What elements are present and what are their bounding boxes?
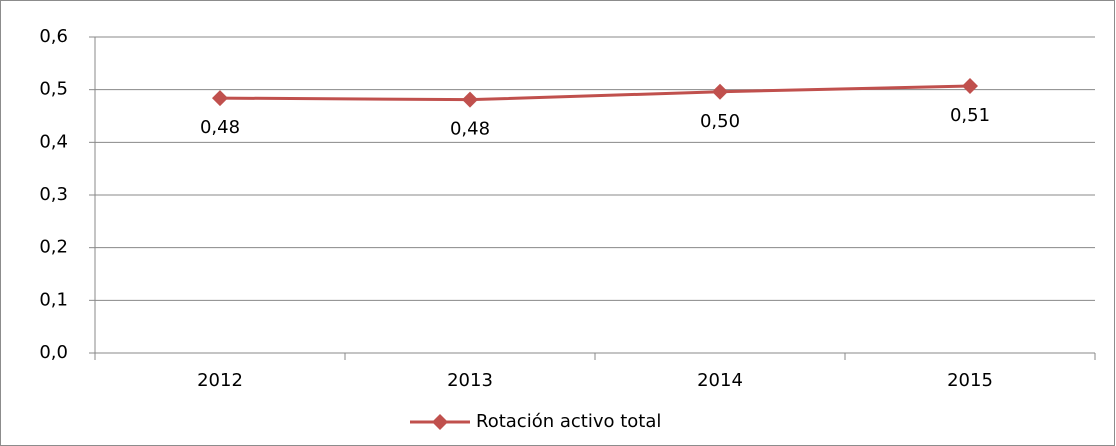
x-tick-label: 2015: [947, 370, 993, 391]
y-tick-label: 0,6: [39, 26, 68, 47]
data-label: 0,51: [950, 105, 990, 126]
x-tick-label: 2014: [697, 370, 743, 391]
y-tick-label: 0,1: [39, 289, 68, 310]
series-line: [219, 84, 971, 102]
legend-marker: [432, 414, 448, 430]
marker: [212, 90, 228, 107]
data-label: 0,50: [700, 111, 740, 132]
x-tick-label: 2012: [197, 370, 243, 391]
marker: [462, 91, 478, 108]
data-label: 0,48: [200, 117, 240, 138]
legend-label: Rotación activo total: [476, 411, 661, 432]
x-tick-label: 2013: [447, 370, 493, 391]
data-label: 0,48: [450, 119, 490, 140]
y-tick-label: 0,4: [39, 131, 68, 152]
y-tick-label: 0,2: [39, 237, 68, 258]
marker: [962, 77, 978, 94]
y-tick-label: 0,3: [39, 184, 68, 205]
y-tick-label: 0,0: [39, 342, 68, 363]
y-tick-label: 0,5: [39, 79, 68, 100]
marker: [712, 83, 728, 100]
